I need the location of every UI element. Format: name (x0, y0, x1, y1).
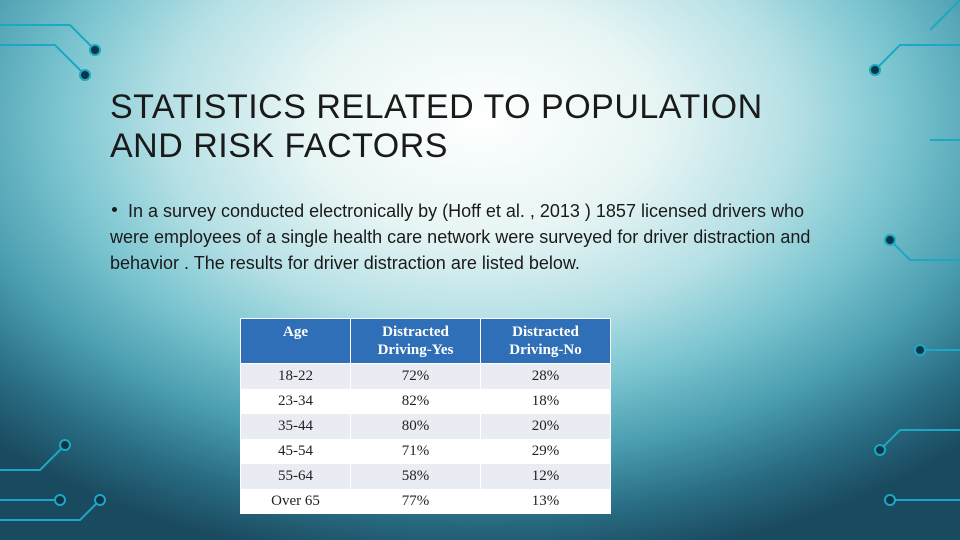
slide: STATISTICS RELATED TO POPULATION AND RIS… (0, 0, 960, 540)
table-cell: 18-22 (241, 364, 351, 390)
table-cell: 23-34 (241, 389, 351, 414)
data-table-container: AgeDistractedDriving-YesDistractedDrivin… (240, 318, 611, 514)
table-cell: 82% (351, 389, 481, 414)
table-cell: 35-44 (241, 414, 351, 439)
table-cell: 58% (351, 464, 481, 489)
table-row: 35-4480%20% (241, 414, 611, 439)
table-col-header: Age (241, 319, 351, 364)
table-col-header: DistractedDriving-Yes (351, 319, 481, 364)
table-cell: 77% (351, 489, 481, 514)
table-cell: 20% (481, 414, 611, 439)
distraction-table: AgeDistractedDriving-YesDistractedDrivin… (240, 318, 611, 514)
table-col-header: DistractedDriving-No (481, 319, 611, 364)
body-text: In a survey conducted electronically by … (110, 198, 840, 276)
slide-title: STATISTICS RELATED TO POPULATION AND RIS… (110, 88, 810, 166)
table-cell: 12% (481, 464, 611, 489)
table-cell: 80% (351, 414, 481, 439)
table-cell: 29% (481, 439, 611, 464)
table-body: 18-2272%28%23-3482%18%35-4480%20%45-5471… (241, 364, 611, 515)
bullet-paragraph: In a survey conducted electronically by … (110, 198, 840, 276)
table-row: 18-2272%28% (241, 364, 611, 390)
table-cell: 72% (351, 364, 481, 390)
table-cell: 45-54 (241, 439, 351, 464)
table-row: 45-5471%29% (241, 439, 611, 464)
table-header: AgeDistractedDriving-YesDistractedDrivin… (241, 319, 611, 364)
table-row: 23-3482%18% (241, 389, 611, 414)
table-cell: 18% (481, 389, 611, 414)
table-cell: 55-64 (241, 464, 351, 489)
table-row: 55-6458%12% (241, 464, 611, 489)
table-cell: 71% (351, 439, 481, 464)
table-cell: Over 65 (241, 489, 351, 514)
table-row: Over 6577%13% (241, 489, 611, 514)
table-cell: 28% (481, 364, 611, 390)
table-cell: 13% (481, 489, 611, 514)
